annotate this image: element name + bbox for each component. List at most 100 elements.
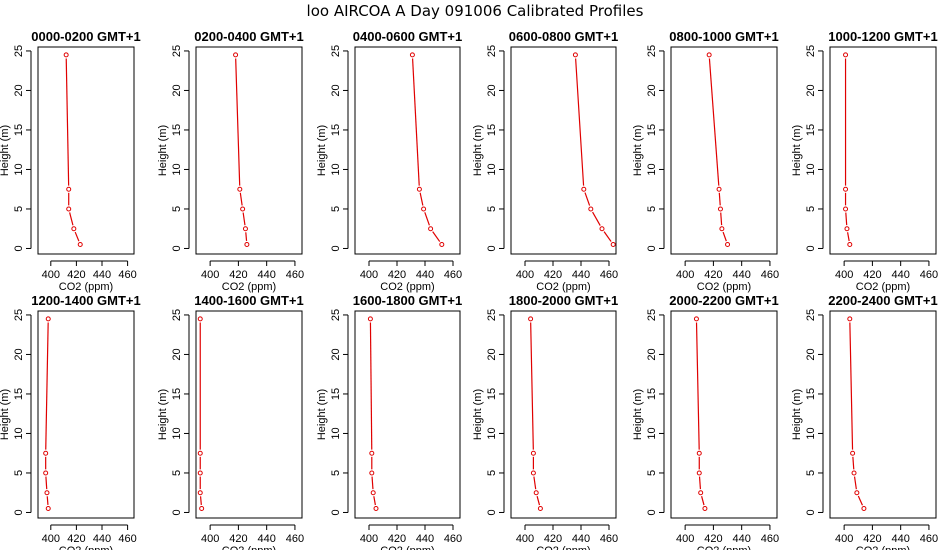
x-tick-label: 460 (920, 533, 938, 545)
profile-point (716, 186, 722, 192)
panel-title: 1400-1600 GMT+1 (194, 293, 303, 308)
x-axis-label: CO2 (ppm) (697, 281, 751, 293)
x-axis-label: CO2 (ppm) (222, 281, 276, 293)
y-tick-label: 0 (13, 245, 25, 251)
profile-point (421, 206, 427, 212)
x-tick-label: 440 (93, 533, 111, 545)
profile-point (533, 490, 539, 496)
profile-segment (242, 212, 246, 226)
x-axis-label: CO2 (ppm) (380, 545, 434, 550)
profile-point (610, 242, 616, 248)
profile-segment (849, 322, 854, 450)
profile-point (197, 450, 203, 456)
profile-point (416, 186, 422, 192)
y-tick-label: 25 (13, 309, 25, 321)
y-tick-label: 5 (805, 206, 817, 212)
profile-point (847, 316, 853, 322)
y-axis-label: Height (m) (791, 125, 803, 176)
x-tick-label: 420 (388, 533, 406, 545)
y-tick-label: 5 (330, 470, 342, 476)
y-axis-label: Height (m) (791, 389, 803, 440)
x-tick-label: 420 (67, 269, 85, 281)
y-tick-label: 5 (486, 206, 498, 212)
y-tick-label: 5 (646, 470, 658, 476)
x-tick-label: 440 (732, 269, 750, 281)
x-tick-label: 460 (444, 533, 462, 545)
x-axis-label: CO2 (ppm) (222, 545, 276, 550)
profile-point (572, 52, 578, 58)
x-tick-label: 440 (257, 533, 275, 545)
profile-point (237, 186, 243, 192)
plot-frame (195, 310, 303, 519)
y-tick-label: 0 (171, 245, 183, 251)
profile-point (197, 316, 203, 322)
x-axis-label: CO2 (ppm) (59, 281, 113, 293)
y-tick-label: 5 (13, 470, 25, 476)
x-tick-label: 400 (201, 533, 219, 545)
y-tick-label: 20 (13, 84, 25, 96)
x-tick-label: 460 (118, 533, 136, 545)
y-tick-label: 10 (330, 427, 342, 439)
profile-segment (592, 211, 601, 226)
x-tick-label: 400 (516, 269, 534, 281)
y-tick-label: 10 (486, 427, 498, 439)
x-axis-label: CO2 (ppm) (59, 545, 113, 550)
x-tick-label: 440 (891, 533, 909, 545)
x-axis-label: CO2 (ppm) (856, 545, 910, 550)
x-tick-label: 460 (920, 269, 938, 281)
x-tick-label: 400 (516, 533, 534, 545)
panel-8: 1400-1600 GMT+1 400 420 440 460 CO2 (ppm) 0 5 10… (157, 293, 304, 550)
x-tick-label: 400 (42, 269, 60, 281)
profile-point (428, 226, 434, 232)
panel-title: 0800-1000 GMT+1 (669, 29, 778, 44)
y-tick-label: 10 (13, 427, 25, 439)
y-tick-label: 5 (13, 206, 25, 212)
profile-segment (65, 58, 70, 186)
profile-point (843, 186, 849, 192)
y-axis-label: Height (m) (0, 125, 11, 176)
x-tick-label: 400 (835, 533, 853, 545)
profile-point (530, 450, 536, 456)
profile-point (199, 506, 205, 512)
x-tick-label: 440 (416, 533, 434, 545)
y-tick-label: 15 (330, 388, 342, 400)
panel-title: 0600-0800 GMT+1 (509, 29, 618, 44)
x-tick-label: 440 (416, 269, 434, 281)
profile-point (851, 470, 857, 476)
profile-point (43, 470, 49, 476)
profile-segment (575, 58, 585, 186)
y-tick-label: 5 (171, 470, 183, 476)
panel-6: 1000-1200 GMT+1 400 420 440 460 CO2 (ppm) 0 5 10… (791, 29, 938, 293)
panel-title: 1800-2000 GMT+1 (509, 293, 618, 308)
panel-title: 0400-0600 GMT+1 (353, 29, 462, 44)
y-tick-label: 10 (805, 163, 817, 175)
profile-point (581, 186, 587, 192)
y-tick-label: 20 (805, 84, 817, 96)
x-tick-label: 440 (257, 269, 275, 281)
x-tick-label: 440 (93, 269, 111, 281)
plot-frame (37, 310, 135, 519)
x-tick-label: 400 (676, 269, 694, 281)
profile-segment (432, 231, 441, 242)
panel-10: 1800-2000 GMT+1 400 420 440 460 CO2 (ppm) 0 5 10… (472, 293, 618, 550)
panel-1: 0000-0200 GMT+1 400 420 440 460 CO2 (ppm) 0 5 10… (0, 29, 141, 293)
x-tick-label: 460 (286, 269, 304, 281)
y-axis-label: Height (m) (632, 125, 644, 176)
x-tick-label: 400 (676, 533, 694, 545)
y-axis-label: Height (m) (157, 125, 169, 176)
profile-point (528, 316, 534, 322)
y-axis-label: Height (m) (0, 389, 11, 440)
profile-segment (46, 496, 49, 505)
profile-point (233, 52, 239, 58)
profile-point (43, 450, 49, 456)
y-tick-label: 15 (13, 388, 25, 400)
profile-segment (530, 322, 534, 450)
profile-segment (847, 232, 850, 242)
x-tick-label: 440 (732, 533, 750, 545)
profile-point (244, 242, 250, 248)
y-tick-label: 15 (171, 388, 183, 400)
x-tick-label: 440 (572, 533, 590, 545)
profile-segment (722, 231, 727, 242)
